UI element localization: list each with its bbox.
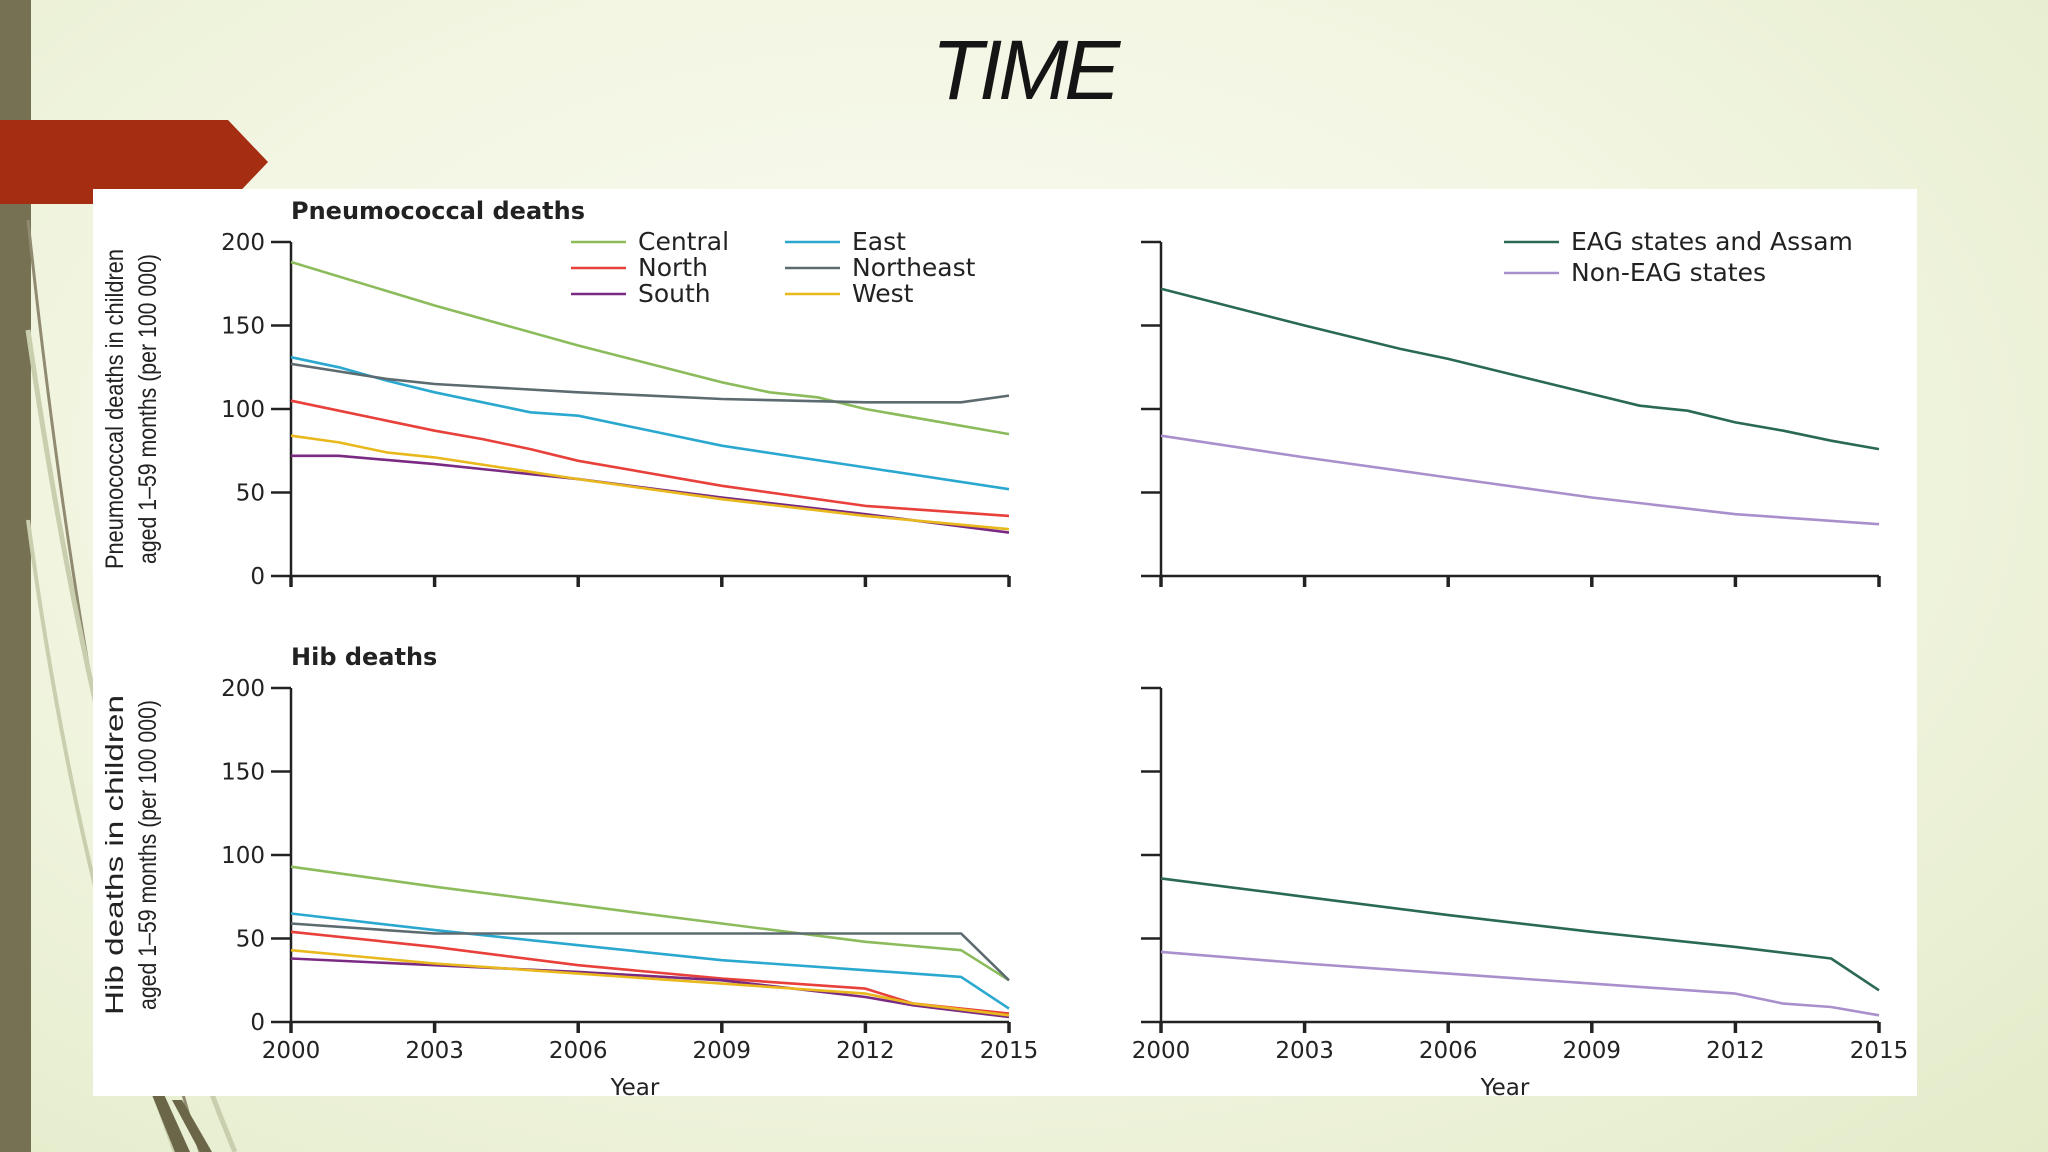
figure-svg: 0 50 100 150 200 Pneumococcal deaths Pneumococ… [101, 197, 1909, 1096]
chart-title: Hib deaths [291, 643, 437, 671]
y-tick-label: 0 [250, 1010, 265, 1036]
legend-label: Non-EAG states [1571, 258, 1766, 287]
series-line-south [290, 957, 1010, 1019]
y-tick-label: 200 [221, 676, 265, 702]
series-line-non-eag-states [1160, 434, 1880, 526]
red-accent-tab [0, 120, 268, 204]
x-tick-label: 2000 [1132, 1038, 1191, 1064]
series-line-non-eag-states [1160, 950, 1880, 1017]
y-tick-label: 50 [236, 927, 265, 953]
chart-top-left: 0 50 100 150 200 Pneumococcal deaths Pneumococ… [101, 197, 1011, 590]
x-axis-label: Year [610, 1075, 660, 1096]
figure-panel: 0 50 100 150 200 Pneumococcal deaths Pneumococ… [93, 189, 1917, 1096]
legend-label: West [852, 279, 914, 308]
series-line-central [290, 260, 1010, 436]
y-tick-label: 150 [221, 314, 265, 340]
y-tick-label: 150 [221, 760, 265, 786]
y-tick-label: 50 [236, 481, 265, 507]
series-line-eag-states-and-assam [1160, 287, 1880, 451]
series-line-west [290, 434, 1010, 531]
x-tick-label: 2009 [1563, 1038, 1622, 1064]
x-tick-label: 2003 [1275, 1038, 1334, 1064]
x-tick-label: 2012 [1706, 1038, 1765, 1064]
y-axis-label: Pneumococcal deaths in children aged 1–59… [101, 249, 162, 569]
x-tick-label: 2006 [549, 1038, 608, 1064]
y-tick-label: 0 [250, 564, 265, 590]
series-line-northeast [290, 362, 1010, 404]
series-line-east [290, 912, 1010, 1010]
slide-title: TIME [931, 23, 1121, 117]
y-tick-label: 100 [221, 397, 265, 423]
chart-bottom-left: 0 50 100 150 200 2000 2003 2006 2009 2012 2015 Year… [101, 643, 1038, 1096]
series-line-west [290, 948, 1010, 1017]
series-line-central [290, 865, 1010, 982]
y-axis-label-line2: aged 1–59 months (per 100 000) [134, 254, 162, 564]
legend-label: EAG states and Assam [1571, 227, 1853, 256]
legend-label: South [638, 279, 711, 308]
series-line-northeast [290, 922, 1010, 982]
y-axis-label-line2: aged 1–59 months (per 100 000) [134, 700, 162, 1010]
x-tick-label: 2003 [405, 1038, 464, 1064]
x-tick-label: 2015 [980, 1038, 1039, 1064]
series-line-south [291, 454, 1010, 534]
x-axis-label: Year [1480, 1075, 1530, 1096]
x-tick-label: 2006 [1419, 1038, 1478, 1064]
y-axis-label: Hib deaths in children aged 1–59 months (… [101, 695, 162, 1015]
series-line-eag-states-and-assam [1160, 877, 1880, 992]
x-tick-label: 2009 [693, 1038, 752, 1064]
legend-label: North [638, 253, 708, 282]
chart-bottom-right: 2000 2003 2006 2009 2012 2015 Year [1132, 686, 1909, 1096]
legend-label: Central [638, 227, 729, 256]
y-tick-label: 200 [221, 230, 265, 256]
chart-title: Pneumococcal deaths [291, 197, 585, 225]
y-tick-label: 100 [221, 843, 265, 869]
y-axis-label-line1: Hib deaths in children [101, 695, 129, 1015]
series-line-north [290, 399, 1010, 518]
x-tick-label: 2000 [262, 1038, 321, 1064]
legend-label: East [852, 227, 906, 256]
y-axis-label-line1: Pneumococcal deaths in children [101, 249, 129, 569]
x-tick-label: 2012 [836, 1038, 895, 1064]
legend-label: Northeast [852, 253, 976, 282]
x-tick-label: 2015 [1850, 1038, 1909, 1064]
